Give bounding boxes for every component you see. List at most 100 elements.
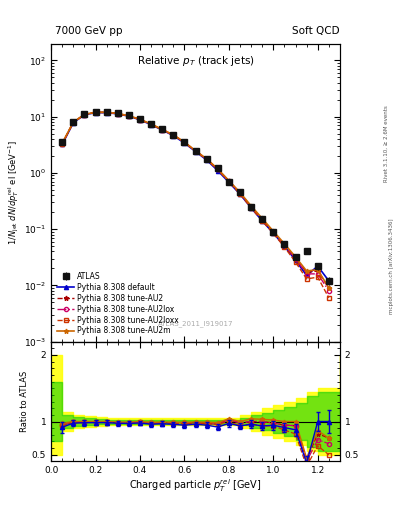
Pythia 8.308 tune-AU2	[127, 113, 131, 119]
Pythia 8.308 tune-AU2m	[204, 156, 209, 162]
Pythia 8.308 tune-AU2m	[182, 139, 187, 145]
Pythia 8.308 tune-AU2m	[60, 140, 64, 146]
Pythia 8.308 tune-AU2	[116, 111, 120, 117]
Pythia 8.308 tune-AU2lox	[71, 119, 76, 125]
Pythia 8.308 default	[304, 272, 309, 279]
Pythia 8.308 tune-AU2lox	[149, 121, 153, 127]
Pythia 8.308 tune-AU2loxx	[327, 295, 331, 301]
Pythia 8.308 tune-AU2m	[71, 119, 76, 125]
Pythia 8.308 tune-AU2m	[260, 216, 264, 222]
Pythia 8.308 tune-AU2m	[327, 285, 331, 291]
Pythia 8.308 tune-AU2	[104, 110, 109, 116]
Pythia 8.308 tune-AU2loxx	[71, 119, 76, 125]
Pythia 8.308 tune-AU2m	[226, 178, 231, 184]
Pythia 8.308 default	[127, 113, 131, 119]
Pythia 8.308 default	[293, 257, 298, 263]
Pythia 8.308 tune-AU2m	[293, 254, 298, 260]
Text: 7000 GeV pp: 7000 GeV pp	[55, 26, 123, 36]
Pythia 8.308 tune-AU2loxx	[93, 110, 98, 116]
Pythia 8.308 default	[182, 140, 187, 146]
Pythia 8.308 default	[71, 120, 76, 126]
Pythia 8.308 tune-AU2m	[282, 241, 287, 247]
Pythia 8.308 tune-AU2m	[116, 111, 120, 117]
Pythia 8.308 tune-AU2lox	[127, 113, 131, 119]
Pythia 8.308 tune-AU2	[226, 178, 231, 184]
Pythia 8.308 tune-AU2m	[93, 109, 98, 115]
Pythia 8.308 tune-AU2m	[249, 203, 253, 209]
Text: ATLAS_2011_I919017: ATLAS_2011_I919017	[158, 320, 233, 327]
Pythia 8.308 tune-AU2lox	[215, 166, 220, 173]
Pythia 8.308 tune-AU2	[60, 141, 64, 147]
Pythia 8.308 default	[271, 230, 275, 236]
Pythia 8.308 tune-AU2	[249, 204, 253, 210]
Pythia 8.308 tune-AU2m	[149, 121, 153, 127]
Pythia 8.308 default	[149, 122, 153, 128]
Pythia 8.308 tune-AU2loxx	[82, 112, 87, 118]
Pythia 8.308 default	[116, 111, 120, 117]
Pythia 8.308 tune-AU2lox	[238, 190, 242, 196]
Pythia 8.308 tune-AU2lox	[327, 288, 331, 294]
Pythia 8.308 tune-AU2	[160, 126, 165, 133]
Legend: ATLAS, Pythia 8.308 default, Pythia 8.308 tune-AU2, Pythia 8.308 tune-AU2lox, Py: ATLAS, Pythia 8.308 default, Pythia 8.30…	[55, 270, 181, 338]
Pythia 8.308 tune-AU2loxx	[226, 179, 231, 185]
Pythia 8.308 tune-AU2	[238, 190, 242, 196]
Pythia 8.308 default	[193, 148, 198, 155]
Pythia 8.308 tune-AU2m	[215, 166, 220, 172]
Pythia 8.308 tune-AU2	[71, 119, 76, 125]
Pythia 8.308 tune-AU2loxx	[193, 148, 198, 154]
Pythia 8.308 tune-AU2	[215, 166, 220, 173]
Text: mcplots.cern.ch [arXiv:1306.3436]: mcplots.cern.ch [arXiv:1306.3436]	[389, 219, 393, 314]
Pythia 8.308 tune-AU2m	[127, 113, 131, 119]
Pythia 8.308 tune-AU2	[327, 285, 331, 291]
Pythia 8.308 tune-AU2	[260, 216, 264, 222]
Pythia 8.308 tune-AU2	[204, 156, 209, 162]
Pythia 8.308 tune-AU2lox	[271, 229, 275, 236]
Pythia 8.308 tune-AU2	[193, 148, 198, 154]
Pythia 8.308 tune-AU2loxx	[271, 230, 275, 237]
Pythia 8.308 default	[138, 117, 142, 123]
Y-axis label: Ratio to ATLAS: Ratio to ATLAS	[20, 371, 29, 432]
Pythia 8.308 tune-AU2lox	[60, 141, 64, 147]
Pythia 8.308 tune-AU2loxx	[293, 259, 298, 265]
Pythia 8.308 default	[315, 263, 320, 269]
Pythia 8.308 default	[249, 205, 253, 211]
Pythia 8.308 tune-AU2loxx	[149, 121, 153, 127]
Pythia 8.308 default	[60, 141, 64, 147]
Pythia 8.308 tune-AU2loxx	[282, 244, 287, 250]
Pythia 8.308 tune-AU2m	[82, 111, 87, 117]
Pythia 8.308 tune-AU2loxx	[116, 111, 120, 117]
Pythia 8.308 tune-AU2	[138, 116, 142, 122]
Pythia 8.308 tune-AU2m	[138, 116, 142, 122]
Pythia 8.308 tune-AU2loxx	[104, 110, 109, 116]
Pythia 8.308 tune-AU2	[182, 139, 187, 145]
Pythia 8.308 tune-AU2loxx	[160, 126, 165, 133]
Pythia 8.308 tune-AU2lox	[304, 271, 309, 277]
Line: Pythia 8.308 tune-AU2m: Pythia 8.308 tune-AU2m	[60, 110, 331, 290]
Pythia 8.308 tune-AU2loxx	[182, 139, 187, 145]
Pythia 8.308 default	[260, 218, 264, 224]
Pythia 8.308 tune-AU2	[293, 255, 298, 262]
Pythia 8.308 default	[93, 110, 98, 116]
Pythia 8.308 tune-AU2lox	[204, 156, 209, 162]
Pythia 8.308 tune-AU2lox	[282, 242, 287, 248]
Pythia 8.308 tune-AU2lox	[249, 204, 253, 210]
Pythia 8.308 tune-AU2loxx	[171, 132, 176, 138]
Pythia 8.308 tune-AU2m	[304, 268, 309, 274]
X-axis label: Charged particle $p_T^{rel}$ [GeV]: Charged particle $p_T^{rel}$ [GeV]	[129, 477, 262, 494]
Pythia 8.308 tune-AU2lox	[116, 111, 120, 117]
Pythia 8.308 default	[204, 157, 209, 163]
Pythia 8.308 tune-AU2	[271, 229, 275, 236]
Pythia 8.308 tune-AU2m	[238, 189, 242, 196]
Pythia 8.308 tune-AU2m	[171, 132, 176, 138]
Pythia 8.308 default	[215, 167, 220, 174]
Line: Pythia 8.308 tune-AU2: Pythia 8.308 tune-AU2	[60, 110, 331, 290]
Pythia 8.308 tune-AU2lox	[293, 255, 298, 262]
Pythia 8.308 tune-AU2lox	[315, 271, 320, 277]
Y-axis label: $1/N_\mathrm{jet}$ $dN/dp_T^\mathrm{rel}$ el $[\mathrm{GeV}^{-1}]$: $1/N_\mathrm{jet}$ $dN/dp_T^\mathrm{rel}…	[7, 140, 21, 245]
Pythia 8.308 default	[160, 127, 165, 133]
Line: Pythia 8.308 default: Pythia 8.308 default	[60, 111, 331, 283]
Pythia 8.308 tune-AU2loxx	[204, 156, 209, 162]
Pythia 8.308 tune-AU2	[171, 132, 176, 138]
Pythia 8.308 tune-AU2	[149, 121, 153, 127]
Pythia 8.308 tune-AU2m	[193, 147, 198, 154]
